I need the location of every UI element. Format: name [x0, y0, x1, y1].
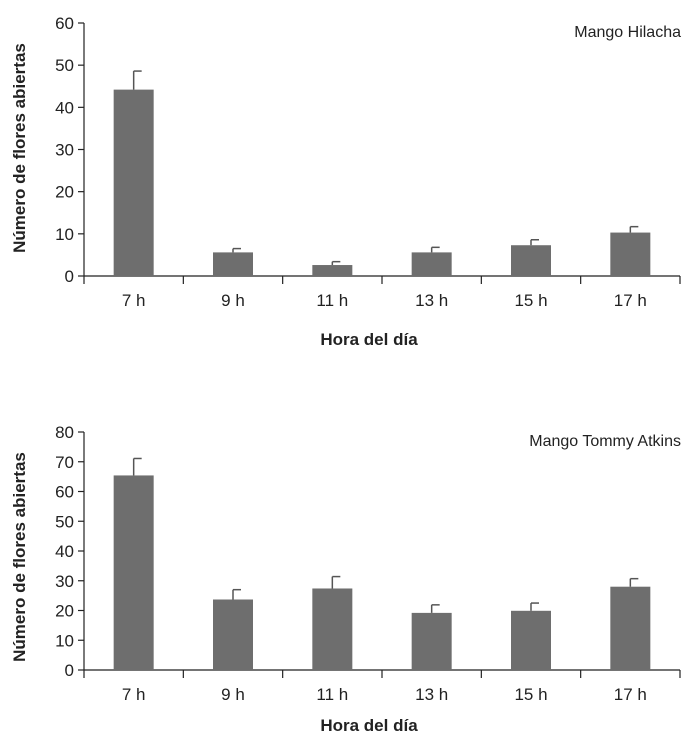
bar	[610, 232, 651, 276]
y-tick-label: 60	[55, 483, 74, 502]
x-tick-label: 13 h	[415, 685, 448, 704]
x-tick-label: 9 h	[221, 291, 245, 310]
y-axis-title: Número de flores abiertas	[10, 452, 29, 662]
y-axis-title: Número de flores abiertas	[10, 43, 29, 253]
chart-panel-hilacha: Mango Hilacha Número de flores abiertas …	[10, 14, 681, 349]
y-tick-label: 40	[55, 98, 74, 117]
y-tick-label: 60	[55, 14, 74, 33]
y-tick-label: 10	[55, 631, 74, 650]
chart-panel-tommy-atkins: Mango Tommy Atkins Número de flores abie…	[10, 423, 681, 735]
x-tick-label: 17 h	[614, 685, 647, 704]
bar	[511, 610, 551, 670]
y-tick-label: 50	[55, 512, 74, 531]
bar	[511, 245, 551, 276]
y-tick-label: 30	[55, 572, 74, 591]
y-tick-label: 0	[65, 661, 74, 680]
y-tick-label: 30	[55, 141, 74, 160]
y-tick-label: 20	[55, 183, 74, 202]
bar	[610, 586, 651, 670]
y-tick-label: 50	[55, 56, 74, 75]
chart-annotation: Mango Tommy Atkins	[529, 433, 681, 450]
x-tick-label: 11 h	[316, 685, 348, 704]
bar	[113, 475, 154, 670]
bar	[411, 252, 452, 276]
x-axis-title: Hora del día	[320, 716, 418, 735]
y-tick-label: 0	[65, 267, 74, 286]
y-tick-label: 10	[55, 225, 74, 244]
bar	[312, 265, 353, 276]
x-tick-label: 15 h	[514, 291, 547, 310]
bar	[213, 252, 253, 276]
bar	[213, 599, 253, 670]
y-tick-label: 40	[55, 542, 74, 561]
bar	[312, 588, 353, 670]
chart-annotation: Mango Hilacha	[574, 24, 681, 41]
y-tick-label: 80	[55, 423, 74, 442]
x-tick-label: 13 h	[415, 291, 448, 310]
y-tick-label: 20	[55, 602, 74, 621]
x-axis-title: Hora del día	[320, 330, 418, 349]
bar	[411, 612, 452, 670]
x-tick-label: 11 h	[316, 291, 348, 310]
x-tick-label: 17 h	[614, 291, 647, 310]
x-tick-label: 7 h	[122, 291, 146, 310]
x-tick-label: 9 h	[221, 685, 245, 704]
x-tick-label: 7 h	[122, 685, 146, 704]
x-tick-label: 15 h	[514, 685, 547, 704]
bar	[113, 89, 154, 276]
y-tick-label: 70	[55, 453, 74, 472]
